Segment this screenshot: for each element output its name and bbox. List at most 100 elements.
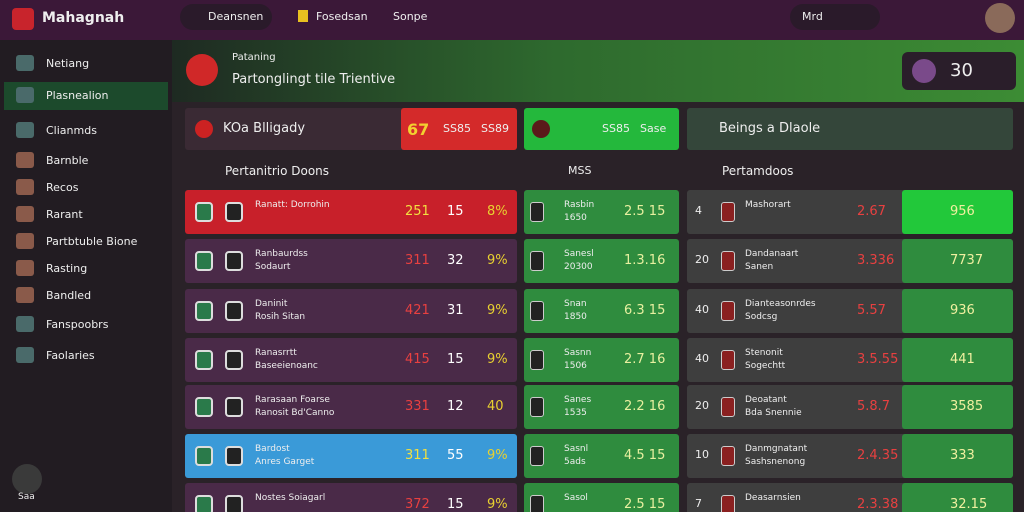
team-name: 1535	[564, 408, 587, 418]
team-icon	[721, 251, 735, 271]
odds: 9%	[487, 253, 508, 268]
rank: 40	[695, 303, 709, 316]
sidebar-item[interactable]: Fanspoobrs	[4, 311, 168, 339]
row-left[interactable]: Ranbaurdss Sodaurt 311 32 9%	[185, 239, 517, 283]
nav-link[interactable]: Fosedsan	[316, 10, 368, 23]
odds-box[interactable]: 936	[902, 289, 1013, 333]
team-icon	[721, 301, 735, 321]
team-name: Dianteasonrdes	[745, 299, 816, 309]
score-box: 30	[902, 52, 1016, 90]
odds: 3585	[950, 399, 984, 414]
odds-box[interactable]: 32.15	[902, 483, 1013, 512]
odds: 3.5.55	[857, 352, 899, 367]
team-name: Sasol	[564, 493, 588, 503]
row-middle[interactable]: Sanes 1535 2.2 16	[524, 385, 679, 429]
row-right[interactable]: 20 Dandanaart Sanen 3.336 7737	[687, 239, 1013, 283]
row-left[interactable]: Nostes Soiagarl 372 15 9%	[185, 483, 517, 512]
row-middle[interactable]: Rasbin 1650 2.5 15	[524, 190, 679, 234]
row-middle[interactable]: Sasol 2.5 15	[524, 483, 679, 512]
row-left[interactable]: Ranatt: Dorrohin 251 15 8%	[185, 190, 517, 234]
sidebar-item[interactable]: Rasting	[4, 255, 168, 283]
sub-header: Pertanitrio Doons	[225, 164, 330, 178]
team-name: Stenonit	[745, 348, 783, 358]
team-name: Mashorart	[745, 200, 791, 210]
team-icon	[530, 495, 544, 512]
row-middle[interactable]: Sanesl 20300 1.3.16	[524, 239, 679, 283]
row-right[interactable]: 40 Dianteasonrdes Sodcsg 5.57 936	[687, 289, 1013, 333]
sidebar-item[interactable]: Plasnealion	[4, 82, 168, 110]
stat: SS85	[602, 122, 630, 135]
stat-box: 67 SS85 SS89	[401, 108, 517, 150]
row-right[interactable]: 40 Stenonit Sogechtt 3.5.55 441	[687, 338, 1013, 382]
row-right[interactable]: 20 Deoatant Bda Snennie 5.8.7 3585	[687, 385, 1013, 429]
team-name: Ranosit Bd'Canno	[255, 408, 335, 418]
team-icon	[195, 301, 213, 321]
odds: 956	[950, 204, 975, 219]
sidebar-item[interactable]: Rarant	[4, 201, 168, 229]
odds: 5.57	[857, 303, 886, 318]
sidebar-label: Rasting	[46, 262, 88, 275]
odds-box[interactable]: 3585	[902, 385, 1013, 429]
row-left[interactable]: Ranasrrtt Baseeienoanc 415 15 9%	[185, 338, 517, 382]
row-right[interactable]: 4 Mashorart 2.67 956	[687, 190, 1013, 234]
team-name: Deasarnsien	[745, 493, 801, 503]
team-name: Rosih Sitan	[255, 312, 306, 322]
team-name: Dandanaart	[745, 249, 799, 259]
odds-box[interactable]: 333	[902, 434, 1013, 478]
odds: 311	[405, 253, 430, 268]
rank: 10	[695, 448, 709, 461]
team-icon	[225, 350, 243, 370]
sidebar-item[interactable]: Recos	[4, 174, 168, 202]
sidebar-item[interactable]: Faolaries	[4, 342, 168, 370]
odds: 333	[950, 448, 975, 463]
row-right[interactable]: 7 Deasarnsien 2.3.38 32.15	[687, 483, 1013, 512]
row-left[interactable]: Bardost Anres Garget 311 55 9%	[185, 434, 517, 478]
team-name: Ranbaurdss	[255, 249, 308, 259]
odds: 415	[405, 352, 430, 367]
odds: 1.3.16	[624, 253, 666, 268]
sidebar-item[interactable]: Bandled	[4, 282, 168, 310]
row-middle[interactable]: Snan 1850 6.3 15	[524, 289, 679, 333]
team-icon	[530, 350, 544, 370]
sidebar-item[interactable]: Netiang	[4, 50, 168, 78]
sidebar-item[interactable]: Barnble	[4, 147, 168, 175]
odds: 2.3.38	[857, 497, 899, 512]
team-icon	[530, 202, 544, 222]
row-left[interactable]: Daninit Rosih Sitan 421 31 9%	[185, 289, 517, 333]
team-name: Sasnl	[564, 444, 589, 454]
odds: 331	[405, 399, 430, 414]
search[interactable]: Deansnen	[180, 4, 272, 30]
team-icon	[721, 446, 735, 466]
odds: 4.5 15	[624, 448, 666, 463]
user-menu[interactable]: Mrd	[790, 4, 880, 30]
nav-link[interactable]: Sonpe	[393, 10, 428, 23]
icon	[195, 120, 213, 138]
team-icon	[721, 397, 735, 417]
odds-box[interactable]: 7737	[902, 239, 1013, 283]
team-name: 1650	[564, 213, 587, 223]
row-left[interactable]: Rarasaan Foarse Ranosit Bd'Canno 331 12 40	[185, 385, 517, 429]
team-icon	[530, 251, 544, 271]
top-bar: Mahagnah Deansnen Fosedsan Sonpe Mrd	[0, 0, 1024, 40]
avatar[interactable]	[985, 3, 1015, 33]
icon	[16, 55, 34, 71]
sidebar-item[interactable]: Clianmds	[4, 117, 168, 145]
icon[interactable]	[12, 464, 42, 494]
sidebar-item[interactable]: Partbtuble Bione	[4, 228, 168, 256]
odds: 55	[447, 448, 464, 463]
odds-box[interactable]: 441	[902, 338, 1013, 382]
row-middle[interactable]: Sasnn 1506 2.7 16	[524, 338, 679, 382]
icon	[16, 87, 34, 103]
odds: 8%	[487, 204, 508, 219]
team-icon	[225, 202, 243, 222]
sidebar-footer: Saa	[18, 492, 35, 502]
row-right[interactable]: 10 Danmgnatant Sashsnenong 2.4.35 333	[687, 434, 1013, 478]
sidebar-label: Faolaries	[46, 349, 95, 362]
odds-box[interactable]: 956	[902, 190, 1013, 234]
team-icon	[195, 397, 213, 417]
odds: 15	[447, 204, 464, 219]
odds: 251	[405, 204, 430, 219]
row-middle[interactable]: Sasnl 5ads 4.5 15	[524, 434, 679, 478]
score: 30	[950, 60, 973, 81]
sidebar: Saa Netiang Plasnealion Clianmds Barnble Rec…	[0, 40, 172, 512]
